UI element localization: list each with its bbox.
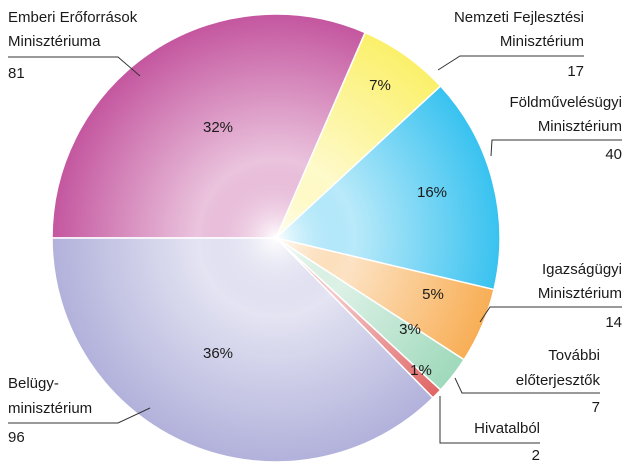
category-label: Minisztérium — [538, 118, 622, 135]
leader-line — [454, 377, 600, 394]
leader-line — [479, 306, 622, 323]
percent-label: 7% — [369, 77, 391, 94]
category-label: További — [548, 347, 600, 364]
value-label: 2 — [532, 447, 540, 464]
category-label: Minisztérium — [538, 285, 622, 302]
value-label: 7 — [592, 399, 600, 416]
category-label: Igazságügyi — [542, 261, 622, 278]
percent-label: 5% — [422, 286, 444, 303]
leader-line — [8, 56, 141, 77]
value-label: 96 — [8, 429, 25, 446]
leader-line — [490, 139, 622, 157]
value-label: 17 — [567, 63, 584, 80]
value-label: 81 — [8, 65, 25, 82]
percent-label: 36% — [203, 345, 233, 362]
pie-slice — [51, 237, 434, 463]
category-label: Belügy- — [8, 375, 59, 392]
value-label: 40 — [605, 146, 622, 163]
leader-line — [8, 407, 151, 424]
category-label: előterjesztők — [516, 372, 601, 389]
category-label: Földművelésügyi — [509, 94, 622, 111]
value-label: 14 — [605, 314, 622, 331]
pie-slice — [274, 84, 501, 291]
category-label: Emberi Erőforrások — [8, 9, 138, 26]
category-label: Nemzeti Fejlesztési — [454, 9, 584, 26]
percent-label: 16% — [417, 184, 447, 201]
category-label: minisztérium — [8, 400, 92, 417]
category-label: Minisztériuma — [8, 33, 101, 50]
percent-label: 1% — [410, 362, 432, 379]
percent-label: 32% — [203, 119, 233, 136]
pie-slice — [51, 13, 367, 239]
category-label: Hivatalból — [474, 420, 540, 437]
category-label: Minisztérium — [500, 33, 584, 50]
leader-line — [439, 396, 540, 444]
percent-label: 3% — [399, 321, 421, 338]
leader-line — [437, 55, 584, 71]
